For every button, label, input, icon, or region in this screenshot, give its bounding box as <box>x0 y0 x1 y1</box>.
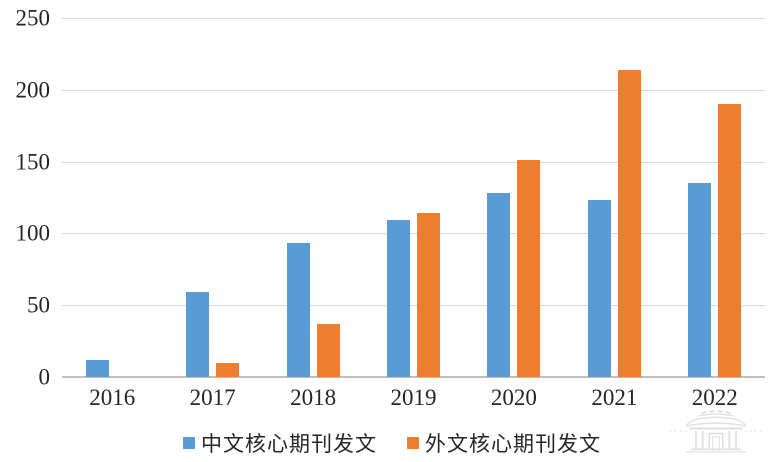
x-axis: 2016 2017 2018 2019 2020 2021 2022 <box>62 385 765 413</box>
bar-2018-series1 <box>286 243 310 377</box>
bar-2017-series2 <box>216 362 240 377</box>
gridline <box>62 305 765 307</box>
y-tick-label: 200 <box>15 77 51 103</box>
legend-swatch-icon <box>183 437 195 449</box>
bar-2018-series2 <box>316 323 340 377</box>
gridline <box>62 161 765 163</box>
bar-2021-series2 <box>617 69 641 377</box>
x-tick-label: 2021 <box>591 385 638 410</box>
bar-2022-series2 <box>718 104 742 377</box>
x-tick-label: 2017 <box>189 385 236 410</box>
x-tick-label: 2016 <box>89 385 136 410</box>
bar-2020-series2 <box>517 160 541 377</box>
legend-label: 中文核心期刊发文 <box>201 432 377 456</box>
legend-label: 外文核心期刊发文 <box>425 432 601 456</box>
pavilion-watermark-icon <box>669 410 763 453</box>
y-tick-label: 100 <box>15 220 51 246</box>
bar-2020-series1 <box>487 193 511 377</box>
legend-item: 中文核心期刊发文 <box>183 428 377 458</box>
legend: 中文核心期刊发文 外文核心期刊发文 <box>0 428 784 458</box>
bar-2016-series1 <box>85 359 109 377</box>
y-tick-label: 250 <box>15 5 51 31</box>
legend-item: 外文核心期刊发文 <box>407 428 601 458</box>
bar-2022-series1 <box>688 183 712 377</box>
x-axis-line <box>62 376 765 378</box>
x-tick-label: 2019 <box>390 385 437 410</box>
y-axis: 0 50 100 150 200 250 <box>0 7 51 389</box>
gridline <box>62 89 765 91</box>
bar-2021-series1 <box>587 200 611 377</box>
y-tick-label: 150 <box>15 149 51 175</box>
y-tick-label: 50 <box>27 292 50 318</box>
x-tick-label: 2018 <box>290 385 337 410</box>
bar-2019-series1 <box>387 220 410 377</box>
x-tick-label: 2020 <box>490 385 537 410</box>
y-tick-label: 0 <box>38 364 51 390</box>
legend-swatch-icon <box>407 437 419 449</box>
gridline <box>62 233 765 235</box>
bar-2017-series1 <box>186 292 210 377</box>
x-tick-label: 2022 <box>691 385 738 410</box>
gridline <box>62 18 765 19</box>
plot-area <box>62 18 765 378</box>
bar-2019-series2 <box>417 213 440 377</box>
